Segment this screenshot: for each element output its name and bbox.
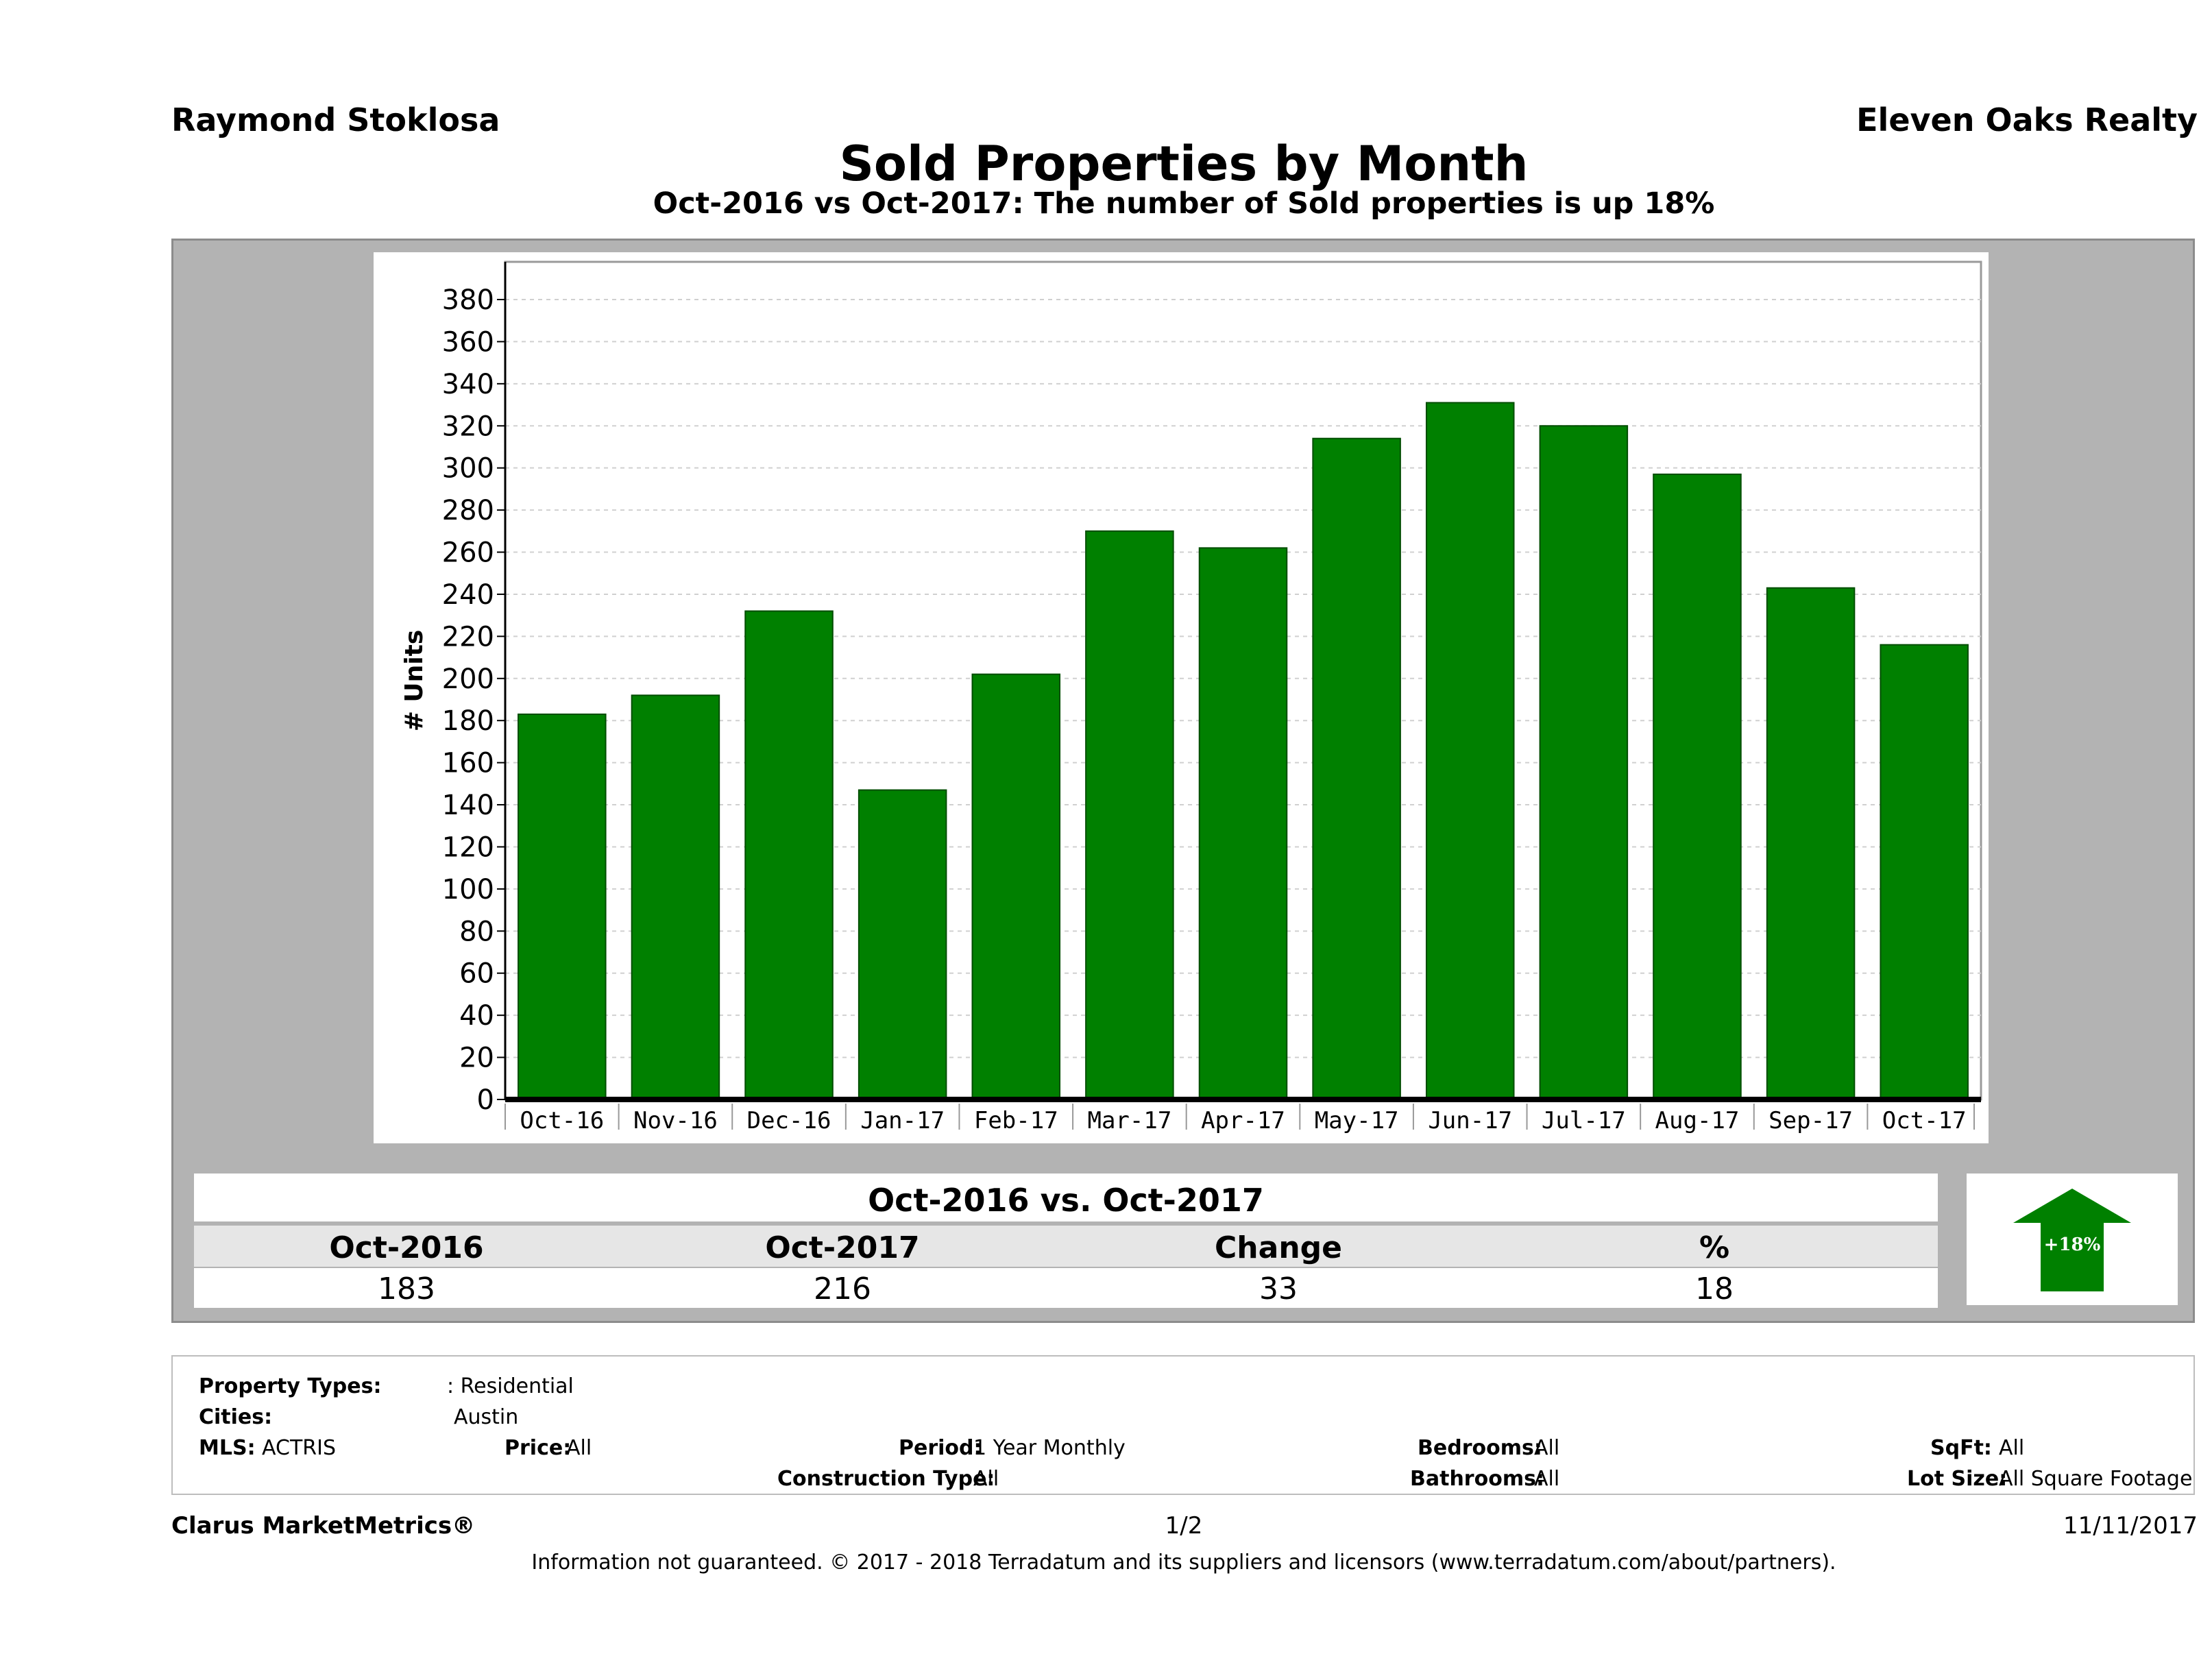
y-tick-label: 300 xyxy=(442,453,494,485)
bar-nov-16 xyxy=(631,694,720,1100)
bar-jun-17 xyxy=(1425,402,1515,1100)
x-tick-label: Jun-17 xyxy=(1428,1107,1512,1134)
bar-feb-17 xyxy=(971,673,1061,1100)
y-tick-label: 280 xyxy=(442,495,494,526)
summary-labels-row: Oct-2016 Oct-2017 Change % xyxy=(194,1226,1938,1267)
x-tick-label: Oct-16 xyxy=(520,1107,604,1134)
y-tick-label: 0 xyxy=(477,1084,494,1116)
property-types-value: : Residential xyxy=(447,1374,574,1398)
cities-label: Cities: xyxy=(199,1405,273,1429)
bar-aug-17 xyxy=(1653,473,1742,1100)
summary-heading: Oct-2016 vs. Oct-2017 xyxy=(194,1174,1938,1221)
bar-oct-16 xyxy=(518,713,607,1100)
chart-subtitle: Oct-2016 vs Oct-2017: The number of Sold… xyxy=(653,186,1715,221)
y-tick-label: 380 xyxy=(442,284,494,316)
y-tick-label: 80 xyxy=(459,916,494,947)
chart-title: Sold Properties by Month xyxy=(839,136,1529,192)
y-tick-label: 260 xyxy=(442,537,494,569)
mls-value: ACTRIS xyxy=(262,1436,337,1460)
summary-label-oct-2017: Oct-2017 xyxy=(765,1230,920,1265)
bar-oct-17 xyxy=(1880,644,1969,1100)
change-badge-label: +18% xyxy=(2044,1235,2101,1255)
agent-name: Raymond Stoklosa xyxy=(171,101,500,138)
bar-jan-17 xyxy=(858,789,947,1101)
period-label: Period: xyxy=(899,1436,982,1460)
y-tick-label: 320 xyxy=(442,411,494,442)
x-tick-label: Sep-17 xyxy=(1769,1107,1853,1134)
summary-value-change: 33 xyxy=(1259,1272,1298,1306)
summary-label-oct-2016: Oct-2016 xyxy=(329,1230,484,1265)
summary-value-oct-2017: 216 xyxy=(814,1272,871,1306)
y-axis-title: # Units xyxy=(400,630,428,732)
y-tick-label: 40 xyxy=(459,1000,494,1032)
report-date: 11/11/2017 xyxy=(2063,1512,2198,1540)
disclaimer: Information not guaranteed. © 2017 - 201… xyxy=(531,1551,1836,1574)
y-tick-label: 200 xyxy=(442,664,494,695)
y-tick-label: 360 xyxy=(442,326,494,358)
y-tick-label: 60 xyxy=(459,958,494,990)
x-tick-label: Dec-16 xyxy=(747,1107,831,1134)
x-tick-label: Feb-17 xyxy=(974,1107,1058,1134)
x-tick-label: May-17 xyxy=(1315,1107,1399,1134)
summary-value-percent: 18 xyxy=(1695,1272,1734,1306)
construction-type-value: All xyxy=(973,1467,999,1491)
page-number: 1/2 xyxy=(1165,1512,1203,1540)
bedrooms-value: All xyxy=(1534,1436,1560,1460)
footer-brand: Clarus MarketMetrics® xyxy=(171,1512,476,1540)
x-tick-label: Nov-16 xyxy=(633,1107,718,1134)
price-value: All xyxy=(566,1436,592,1460)
x-tick-label: Aug-17 xyxy=(1655,1107,1740,1134)
bar-mar-17 xyxy=(1085,530,1174,1100)
y-tick-label: 100 xyxy=(442,874,494,905)
bathrooms-value: All xyxy=(1534,1467,1560,1491)
broker-name: Eleven Oaks Realty xyxy=(1856,101,2198,138)
y-tick-label: 140 xyxy=(442,790,494,821)
mls-label: MLS: xyxy=(199,1436,256,1460)
period-value: 1 Year Monthly xyxy=(973,1436,1126,1460)
y-tick-label: 180 xyxy=(442,705,494,737)
lot-size-value: All Square Footage xyxy=(1999,1467,2193,1491)
x-tick-label: Jul-17 xyxy=(1542,1107,1626,1134)
cities-value: Austin xyxy=(454,1405,519,1429)
summary-label-percent: % xyxy=(1699,1230,1730,1265)
bar-sep-17 xyxy=(1766,587,1856,1100)
summary-value-oct-2016: 183 xyxy=(378,1272,435,1306)
construction-type-label: Construction Type: xyxy=(777,1467,995,1491)
x-tick-label: Mar-17 xyxy=(1087,1107,1171,1134)
bar-dec-16 xyxy=(744,610,834,1100)
y-tick-label: 120 xyxy=(442,831,494,863)
lot-size-label: Lot Size: xyxy=(1907,1467,2008,1491)
y-tick-label: 220 xyxy=(442,621,494,653)
x-tick-label: Jan-17 xyxy=(860,1107,945,1134)
y-tick-label: 240 xyxy=(442,579,494,611)
x-tick-label: Apr-17 xyxy=(1201,1107,1285,1134)
summary-label-change: Change xyxy=(1215,1230,1342,1265)
y-tick-label: 20 xyxy=(459,1043,494,1074)
bar-jul-17 xyxy=(1539,425,1629,1100)
filters-panel: Property Types: : Residential Cities: Au… xyxy=(171,1355,2195,1495)
sqft-value: All xyxy=(1999,1436,2025,1460)
up-arrow-icon: +18% xyxy=(2013,1189,2131,1291)
property-types-label: Property Types: xyxy=(199,1374,382,1398)
y-tick-label: 340 xyxy=(442,369,494,400)
summary-values-row: 183 216 33 18 xyxy=(194,1268,1938,1308)
price-label: Price: xyxy=(505,1436,572,1460)
bar-may-17 xyxy=(1312,437,1401,1100)
bar-apr-17 xyxy=(1198,547,1288,1100)
bathrooms-label: Bathrooms: xyxy=(1410,1467,1544,1491)
sqft-label: SqFt: xyxy=(1930,1436,1992,1460)
bedrooms-label: Bedrooms: xyxy=(1418,1436,1542,1460)
summary-table: Oct-2016 vs. Oct-2017 Oct-2016 Oct-2017 … xyxy=(194,1174,1938,1308)
y-tick-label: 160 xyxy=(442,748,494,779)
change-badge: +18% xyxy=(1967,1174,2178,1305)
x-tick-label: Oct-17 xyxy=(1882,1107,1967,1134)
